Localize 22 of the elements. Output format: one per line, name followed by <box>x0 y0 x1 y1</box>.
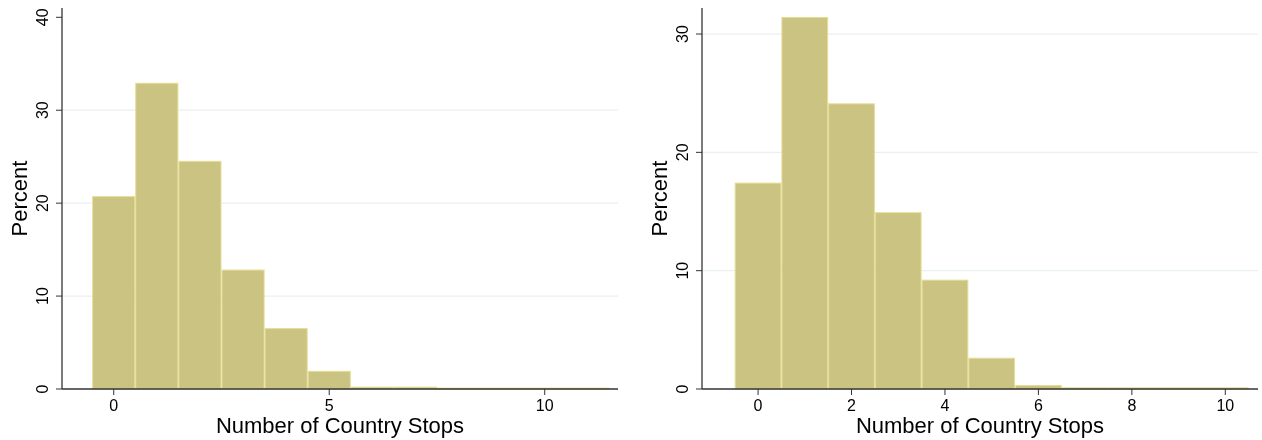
x-tick-label: 10 <box>535 397 554 414</box>
x-tick-label: 0 <box>109 397 119 414</box>
x-tick-label: 5 <box>324 397 334 414</box>
y-axis-title: Percent <box>647 160 672 237</box>
x-tick-label: 0 <box>753 397 763 414</box>
y-tick-label: 0 <box>674 384 691 394</box>
x-axis-title: Number of Country Stops <box>855 413 1105 438</box>
y-tick-label: 30 <box>34 101 51 120</box>
y-tick-label: 10 <box>674 261 691 280</box>
x-tick-label: 6 <box>1033 397 1043 414</box>
y-tick-label: 10 <box>34 287 51 305</box>
y-tick-label: 20 <box>34 194 51 213</box>
x-axis-title: Number of Country Stops <box>215 413 465 438</box>
x-tick-label: 8 <box>1127 397 1137 414</box>
y-axis-title: Percent <box>7 160 32 237</box>
x-tick-label: 4 <box>940 397 950 414</box>
y-tick-label: 0 <box>34 384 51 394</box>
x-tick-label: 2 <box>847 397 857 414</box>
x-tick-label: 10 <box>1216 397 1235 414</box>
y-tick-label: 40 <box>34 8 51 27</box>
y-tick-label: 20 <box>674 143 691 162</box>
y-tick-label: 30 <box>674 25 691 43</box>
